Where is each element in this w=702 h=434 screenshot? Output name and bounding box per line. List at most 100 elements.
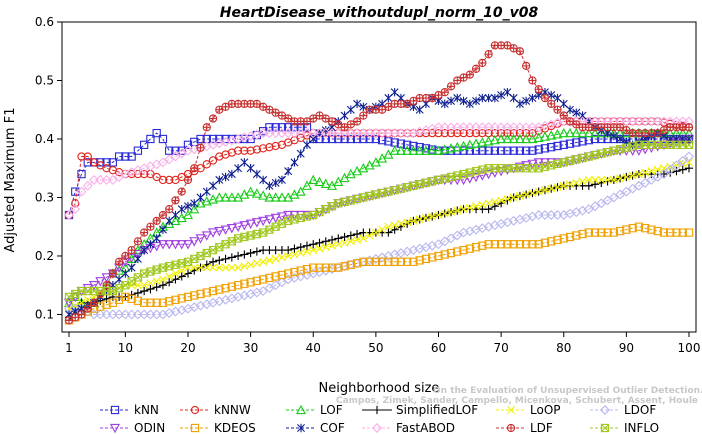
data-point — [89, 281, 100, 291]
credit-line-2: On the Evaluation of Unsupervised Outlie… — [433, 386, 702, 396]
data-point — [622, 173, 631, 181]
x-tick-label: 70 — [493, 341, 508, 355]
x-tick-label: 60 — [431, 341, 446, 355]
data-point — [465, 244, 474, 253]
data-point — [603, 177, 612, 186]
data-point — [608, 192, 619, 203]
data-point — [164, 154, 175, 165]
legend-item: LOF — [286, 403, 343, 417]
legend-marker — [109, 423, 121, 434]
data-point — [483, 169, 494, 180]
legend-marker — [190, 423, 200, 433]
data-point — [157, 157, 168, 168]
data-point — [328, 241, 337, 250]
data-point — [209, 263, 218, 272]
data-point — [547, 184, 556, 193]
data-point — [509, 146, 518, 155]
data-point — [596, 198, 607, 209]
data-point — [152, 283, 161, 292]
data-point — [478, 146, 487, 155]
data-point — [71, 199, 80, 208]
data-point — [227, 282, 236, 291]
data-point — [390, 87, 399, 97]
data-point — [684, 123, 694, 132]
data-point — [659, 228, 669, 237]
data-point — [296, 266, 305, 275]
data-point — [477, 137, 488, 147]
data-point — [421, 254, 431, 264]
data-point — [220, 225, 231, 235]
data-point — [396, 219, 405, 228]
data-point — [215, 263, 224, 272]
data-point — [265, 256, 274, 265]
data-point — [296, 149, 305, 158]
data-point — [302, 140, 311, 150]
data-point — [215, 285, 224, 294]
data-point — [190, 199, 199, 208]
data-point — [108, 298, 117, 307]
data-point — [140, 140, 149, 149]
data-point — [165, 205, 174, 214]
data-point — [201, 231, 212, 241]
data-point — [665, 164, 676, 175]
data-point — [483, 136, 494, 146]
data-point — [553, 183, 562, 192]
data-point — [583, 204, 594, 215]
data-point — [259, 175, 268, 185]
data-point — [140, 228, 149, 237]
data-point — [509, 93, 518, 103]
data-point — [603, 228, 612, 237]
data-point — [464, 139, 475, 149]
data-point — [209, 181, 218, 190]
data-point — [559, 140, 568, 149]
data-point — [208, 134, 218, 144]
data-point — [515, 146, 525, 155]
data-point — [477, 171, 488, 181]
data-point — [672, 228, 681, 237]
data-point — [496, 133, 507, 144]
legend-marker — [190, 405, 200, 415]
data-point — [365, 231, 374, 240]
data-point — [296, 243, 305, 252]
data-point — [590, 134, 600, 144]
data-point — [146, 134, 155, 144]
data-point — [359, 234, 368, 243]
data-point — [446, 233, 456, 244]
data-point — [258, 144, 268, 153]
data-point — [346, 260, 355, 269]
data-point — [183, 175, 193, 185]
data-point — [152, 216, 161, 226]
data-point — [515, 47, 525, 56]
data-point — [246, 146, 255, 155]
data-point — [146, 240, 155, 249]
data-point — [240, 262, 249, 271]
data-point — [170, 240, 181, 250]
data-point — [158, 281, 168, 290]
data-point — [672, 167, 681, 176]
data-point — [490, 197, 499, 206]
data-point — [164, 240, 175, 250]
data-point — [402, 145, 413, 155]
legend: kNN kNNW LOF SimplifiedLOF LoOP LDOF ODIN KDEOS… — [100, 403, 659, 434]
data-point — [559, 234, 568, 243]
data-point — [77, 310, 86, 319]
data-point — [414, 145, 425, 155]
data-point — [171, 295, 180, 304]
x-tick-label: 90 — [619, 341, 634, 355]
data-point — [471, 243, 481, 252]
data-point — [152, 128, 161, 138]
legend-label: LoOP — [530, 403, 561, 417]
legend-marker — [506, 423, 516, 433]
data-point — [308, 174, 319, 185]
legend-marker — [507, 406, 515, 414]
data-point — [271, 141, 280, 151]
data-point — [522, 190, 531, 199]
data-point — [264, 283, 275, 294]
data-point — [522, 96, 531, 106]
data-point — [447, 96, 456, 106]
data-point — [258, 275, 268, 284]
data-point — [565, 232, 575, 242]
data-point — [615, 189, 626, 200]
data-point — [522, 240, 531, 249]
data-point — [189, 237, 200, 247]
